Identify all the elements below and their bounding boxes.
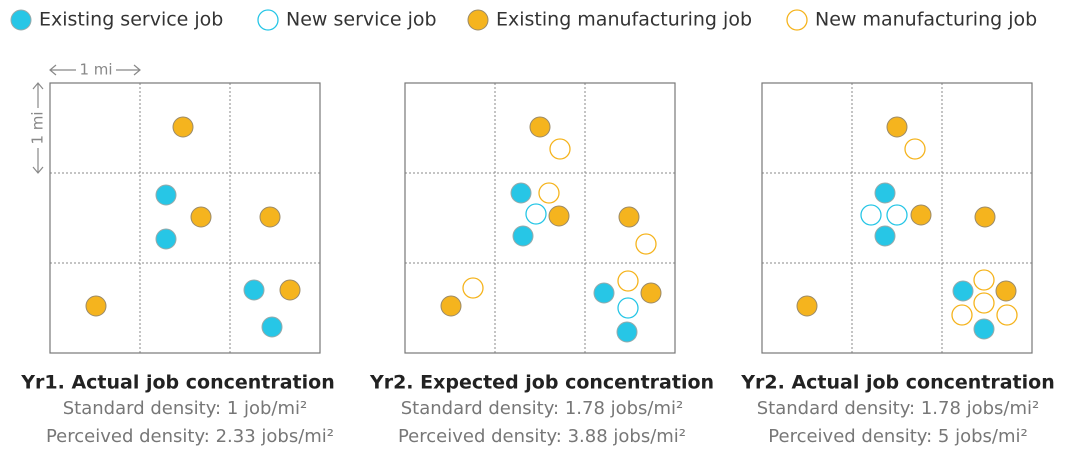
map-square (761, 82, 1033, 354)
existing-manufacturing-job (279, 279, 301, 301)
existing-manufacturing-job (886, 116, 908, 138)
new-manufacturing-job (538, 182, 560, 204)
legend-label: Existing manufacturing job (496, 9, 752, 31)
new-manufacturing-job (973, 269, 995, 291)
existing-service-job (616, 321, 638, 343)
new-manufacturing-job (462, 277, 484, 299)
existing-service-job (10, 9, 32, 31)
scale-arrow (133, 64, 141, 76)
existing-manufacturing-job (190, 206, 212, 228)
new-service-job (525, 203, 547, 225)
legend-label: Existing service job (39, 9, 223, 31)
new-manufacturing-job (996, 304, 1018, 326)
panel-title: Yr1. Actual job concentration (20, 372, 334, 394)
perceived-density: Perceived density: 2.33 jobs/mi² (46, 426, 334, 447)
existing-manufacturing-job (529, 116, 551, 138)
existing-service-job (155, 228, 177, 250)
existing-service-job (155, 184, 177, 206)
existing-manufacturing-job (640, 282, 662, 304)
existing-service-job (874, 225, 896, 247)
new-manufacturing-job (904, 138, 926, 160)
new-manufacturing-job (786, 9, 808, 31)
legend-label: New service job (286, 9, 437, 31)
panel-title: Yr2. Actual job concentration (740, 372, 1054, 394)
existing-service-job (952, 280, 974, 302)
map-square (49, 82, 321, 354)
existing-manufacturing-job (259, 206, 281, 228)
existing-manufacturing-job (796, 295, 818, 317)
new-manufacturing-job (549, 138, 571, 160)
new-manufacturing-job (635, 233, 657, 255)
existing-manufacturing-job (548, 205, 570, 227)
existing-service-job (510, 182, 532, 204)
map-square (404, 82, 676, 354)
new-service-job (886, 204, 908, 226)
standard-density: Standard density: 1.78 jobs/mi² (401, 398, 684, 419)
scale-arrow (32, 166, 44, 174)
scale-arrow (32, 82, 44, 90)
standard-density: Standard density: 1.78 jobs/mi² (757, 398, 1040, 419)
standard-density: Standard density: 1 job/mi² (63, 398, 308, 419)
existing-service-job (874, 182, 896, 204)
panel-title: Yr2. Expected job concentration (369, 372, 714, 394)
scale-label: 1 mi (29, 111, 47, 144)
existing-service-job (261, 316, 283, 338)
existing-manufacturing-job (974, 206, 996, 228)
existing-manufacturing-job (910, 204, 932, 226)
existing-service-job (973, 318, 995, 340)
existing-service-job (593, 282, 615, 304)
new-service-job (257, 9, 279, 31)
legend-label: New manufacturing job (815, 9, 1037, 31)
existing-manufacturing-job (995, 280, 1017, 302)
new-manufacturing-job (617, 270, 639, 292)
existing-service-job (243, 279, 265, 301)
new-service-job (860, 204, 882, 226)
existing-manufacturing-job (85, 295, 107, 317)
existing-manufacturing-job (467, 9, 489, 31)
existing-service-job (512, 225, 534, 247)
existing-manufacturing-job (618, 206, 640, 228)
new-manufacturing-job (951, 304, 973, 326)
new-service-job (617, 297, 639, 319)
perceived-density: Perceived density: 3.88 jobs/mi² (398, 426, 686, 447)
scale-arrow (49, 64, 57, 76)
perceived-density: Perceived density: 5 jobs/mi² (768, 426, 1027, 447)
new-manufacturing-job (973, 292, 995, 314)
scale-label: 1 mi (79, 61, 112, 79)
existing-manufacturing-job (172, 116, 194, 138)
existing-manufacturing-job (440, 295, 462, 317)
